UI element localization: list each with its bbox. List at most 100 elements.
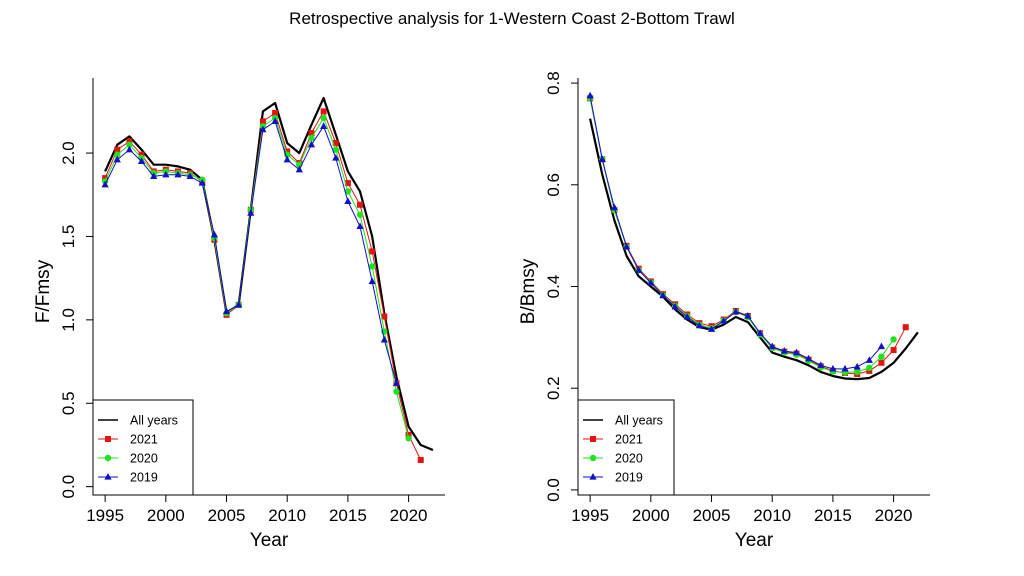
data-point <box>307 140 316 148</box>
data-point <box>344 180 351 187</box>
series-2020 <box>586 95 897 376</box>
data-point <box>198 179 206 186</box>
x-tick-label: 2010 <box>268 506 306 525</box>
x-axis-title: Year <box>250 530 289 551</box>
legend-marker <box>105 436 111 442</box>
y-axis-title: F/Fmsy <box>33 259 54 323</box>
series-2019 <box>586 91 886 372</box>
data-point <box>865 356 873 363</box>
data-point <box>102 175 109 182</box>
data-point <box>271 117 279 124</box>
data-point <box>877 342 886 350</box>
data-point <box>878 353 885 360</box>
legend-label: 2019 <box>615 471 643 485</box>
x-tick-label: 2005 <box>693 506 731 525</box>
series-line <box>589 98 907 375</box>
data-point <box>647 278 655 286</box>
data-point <box>222 307 231 315</box>
data-point <box>162 170 170 178</box>
data-point <box>356 211 364 218</box>
data-point <box>320 122 328 129</box>
data-point <box>405 435 412 442</box>
data-point <box>259 125 267 133</box>
data-point <box>902 324 909 331</box>
data-point <box>720 317 728 324</box>
data-point <box>866 364 873 372</box>
data-point <box>125 145 134 153</box>
data-point <box>635 266 643 273</box>
data-point <box>610 203 619 211</box>
series-line <box>589 118 919 381</box>
data-point <box>369 248 376 255</box>
data-point <box>320 114 327 122</box>
data-point <box>114 151 121 158</box>
series-line <box>104 96 434 452</box>
data-point <box>671 302 679 310</box>
data-point <box>174 170 182 178</box>
series-line <box>589 95 882 370</box>
data-point <box>392 379 401 386</box>
series-line <box>589 98 895 373</box>
data-point <box>138 151 145 158</box>
legend: All years 2021 2020 2019 <box>92 399 194 496</box>
y-tick-label: 0.4 <box>544 275 563 299</box>
x-tick-label: 2010 <box>753 506 791 525</box>
data-point <box>332 154 340 161</box>
panel-b-bmsy: 1995 2000 2005 2010 2015 2020 0.0 0.2 0.4 0.6 0.8 Y… <box>518 71 930 551</box>
legend-marker <box>590 436 596 442</box>
legend-marker <box>589 473 597 480</box>
data-point <box>732 307 740 315</box>
legend-label: All years <box>615 414 663 428</box>
data-point <box>126 141 133 148</box>
x-tick-label: 1995 <box>571 506 609 525</box>
data-point <box>357 201 364 208</box>
series-2019 <box>101 117 401 386</box>
data-point <box>186 172 194 180</box>
legend-label: 2021 <box>130 433 158 447</box>
legend-label: 2021 <box>615 433 643 447</box>
data-point <box>417 456 424 463</box>
data-point <box>829 364 837 372</box>
legend: All years 2021 2020 2019 <box>577 399 675 496</box>
data-point <box>272 110 279 117</box>
data-point <box>756 329 764 336</box>
y-tick-label: 1.0 <box>59 308 78 332</box>
data-point <box>308 134 315 142</box>
data-point <box>295 165 303 173</box>
y-tick-label: 0.0 <box>59 475 78 499</box>
series-all-years <box>104 96 434 452</box>
data-point <box>247 209 255 216</box>
data-point <box>368 263 376 270</box>
data-point <box>890 336 897 343</box>
data-point <box>853 368 861 376</box>
data-point <box>841 364 849 372</box>
data-point <box>853 362 861 370</box>
data-point <box>598 155 606 162</box>
y-axis-title: B/Bmsy <box>518 258 539 324</box>
y-tick-label: 1.5 <box>59 225 78 249</box>
x-tick-label: 2005 <box>208 506 246 525</box>
data-point <box>586 91 594 99</box>
data-point <box>768 342 776 350</box>
legend-marker <box>104 473 112 480</box>
data-point <box>344 197 352 205</box>
x-tick-label: 2000 <box>147 506 185 525</box>
data-point <box>332 146 339 153</box>
legend-marker <box>104 454 112 462</box>
data-point <box>235 300 243 308</box>
x-tick-label: 2015 <box>329 506 367 525</box>
data-point <box>878 359 885 366</box>
data-point <box>114 146 121 153</box>
series-all-years <box>589 118 919 381</box>
data-point <box>659 291 667 299</box>
data-point <box>137 157 146 164</box>
series-line <box>104 120 397 384</box>
y-tick-label: 0.6 <box>544 173 563 197</box>
data-point <box>113 155 121 163</box>
data-point <box>210 230 218 238</box>
data-point <box>695 321 703 329</box>
legend-label: 2020 <box>130 452 158 466</box>
legend-marker <box>589 454 597 462</box>
data-point <box>101 180 109 188</box>
data-point <box>707 325 716 332</box>
